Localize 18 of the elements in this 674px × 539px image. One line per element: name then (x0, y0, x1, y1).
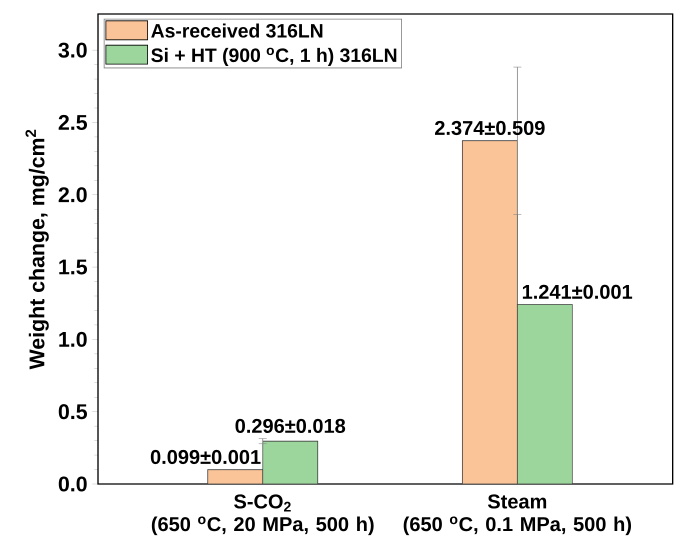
data-label: 0.099±0.001 (150, 450, 261, 464)
data-label: 2.374±0.509 (435, 120, 545, 136)
legend-label: As-received 316LN (151, 23, 322, 38)
bar (462, 140, 518, 484)
category-label: S-CO$_{2}$ (650 $^{o}$C, 20 MPa, 500 h) (152, 494, 374, 536)
y-axis-title: Weight change, mg/cm$^{2}$ (25, 130, 49, 370)
y-tick-label: 2.0 (58, 187, 87, 202)
y-tick-label: 1.5 (59, 260, 88, 275)
y-tick-label: 3.0 (58, 42, 87, 58)
y-tick-label: 0.0 (58, 476, 87, 492)
data-label: 1.241±0.001 (522, 284, 632, 299)
category-label: Steam (650 $^{o}$C, 0.1 MPa, 500 h) (404, 494, 632, 536)
y-tick-label: 2.5 (58, 114, 88, 130)
y-tick-label: 1.0 (59, 332, 87, 347)
legend-label: Si + HT (900 $^{o}$C, 1 h) 316LN (151, 48, 396, 66)
y-tick-label: 0.5 (58, 404, 88, 420)
data-label: 0.296±0.018 (235, 418, 346, 433)
bar (207, 469, 264, 484)
